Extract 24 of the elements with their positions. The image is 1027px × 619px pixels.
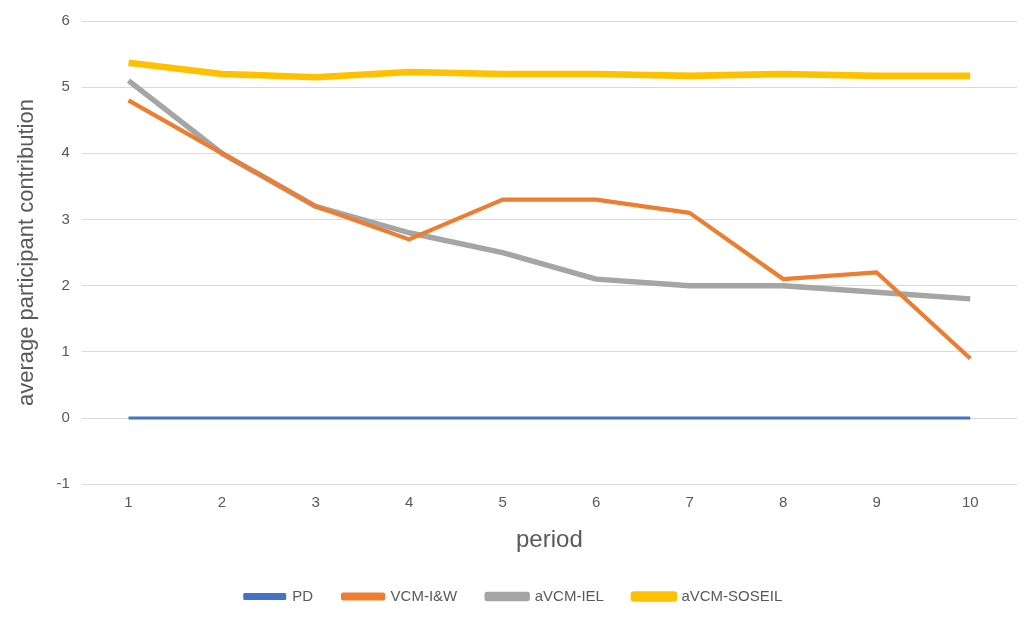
legend-label: PD	[292, 586, 314, 604]
x-tick-label: 2	[217, 493, 227, 511]
x-tick-label: 3	[311, 493, 320, 511]
x-tick-label: 9	[872, 493, 881, 511]
x-tick-label: 10	[961, 493, 979, 511]
y-tick-label: 2	[61, 275, 70, 293]
y-axis-title: average participant contribution	[13, 99, 39, 407]
y-tick-label: 1	[61, 342, 70, 359]
y-tick-label: 6	[61, 11, 70, 29]
x-tick-label: 6	[591, 493, 601, 511]
legend-label: aVCM-IEL	[534, 586, 604, 604]
legend-label: VCM-I&W	[390, 586, 459, 604]
x-tick-label: 1	[124, 493, 133, 511]
x-axis-title: period	[516, 525, 583, 553]
legend-label: aVCM-SOSEIL	[681, 586, 783, 604]
x-tick-label: 4	[404, 493, 414, 511]
y-tick-label: 0	[61, 408, 70, 426]
x-tick-label: 5	[498, 493, 507, 511]
x-tick-label: 8	[779, 493, 788, 511]
y-tick-label: 3	[61, 209, 70, 227]
y-tick-label: 4	[61, 143, 70, 161]
y-tick-label: 5	[61, 77, 70, 95]
x-tick-label: 7	[685, 493, 694, 511]
y-tick-label: -1	[56, 474, 70, 492]
